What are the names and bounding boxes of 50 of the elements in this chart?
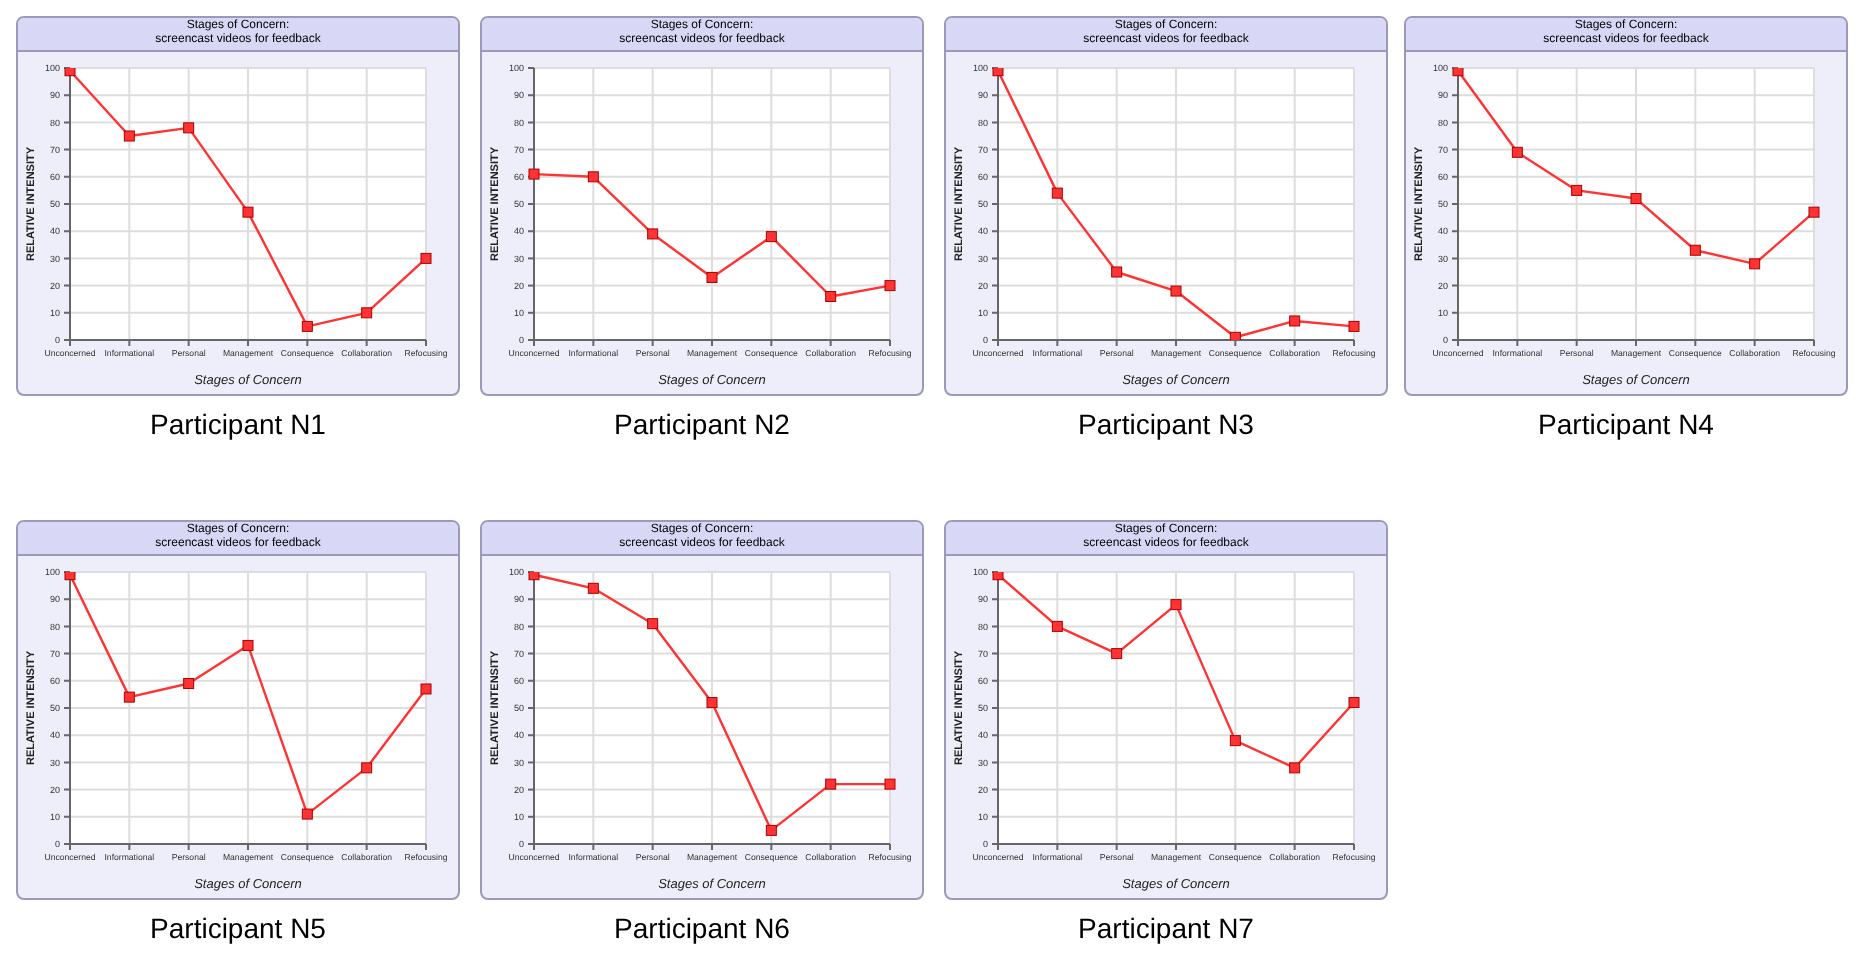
point	[1170, 599, 1182, 611]
point	[1289, 315, 1301, 327]
point	[1111, 266, 1123, 278]
point	[1808, 206, 1820, 218]
point	[647, 618, 659, 630]
text: Participant N7	[1076, 912, 1256, 944]
point	[1051, 620, 1063, 632]
point	[123, 691, 135, 703]
point	[765, 231, 777, 243]
point	[361, 762, 373, 774]
text: Participant N5	[148, 912, 328, 944]
point	[1689, 244, 1701, 256]
point	[242, 206, 254, 218]
point	[1749, 258, 1761, 270]
point	[1111, 648, 1123, 660]
point	[1348, 320, 1360, 332]
point	[647, 228, 659, 240]
point	[884, 778, 896, 790]
text: Participant N4	[1536, 408, 1716, 440]
point	[1348, 697, 1360, 709]
point	[706, 271, 718, 283]
point	[1571, 184, 1583, 196]
point	[706, 697, 718, 709]
text: Participant N1	[148, 408, 328, 440]
point	[183, 678, 195, 690]
point	[1229, 735, 1241, 747]
point	[301, 320, 313, 332]
point	[825, 290, 837, 302]
point	[1630, 193, 1642, 205]
point	[361, 307, 373, 319]
point	[765, 824, 777, 836]
point	[587, 171, 599, 183]
text: Participant N2	[612, 408, 792, 440]
point	[1289, 762, 1301, 774]
point	[1511, 146, 1523, 158]
point	[123, 130, 135, 142]
point	[183, 122, 195, 134]
point	[301, 808, 313, 820]
point	[884, 280, 896, 292]
point	[1229, 331, 1241, 340]
text: Participant N3	[1076, 408, 1256, 440]
point	[1170, 285, 1182, 297]
point	[420, 252, 432, 264]
point	[242, 639, 254, 651]
point	[587, 582, 599, 594]
point	[825, 778, 837, 790]
point	[528, 168, 540, 180]
point	[1051, 187, 1063, 199]
point	[420, 683, 432, 695]
text: Participant N6	[612, 912, 792, 944]
